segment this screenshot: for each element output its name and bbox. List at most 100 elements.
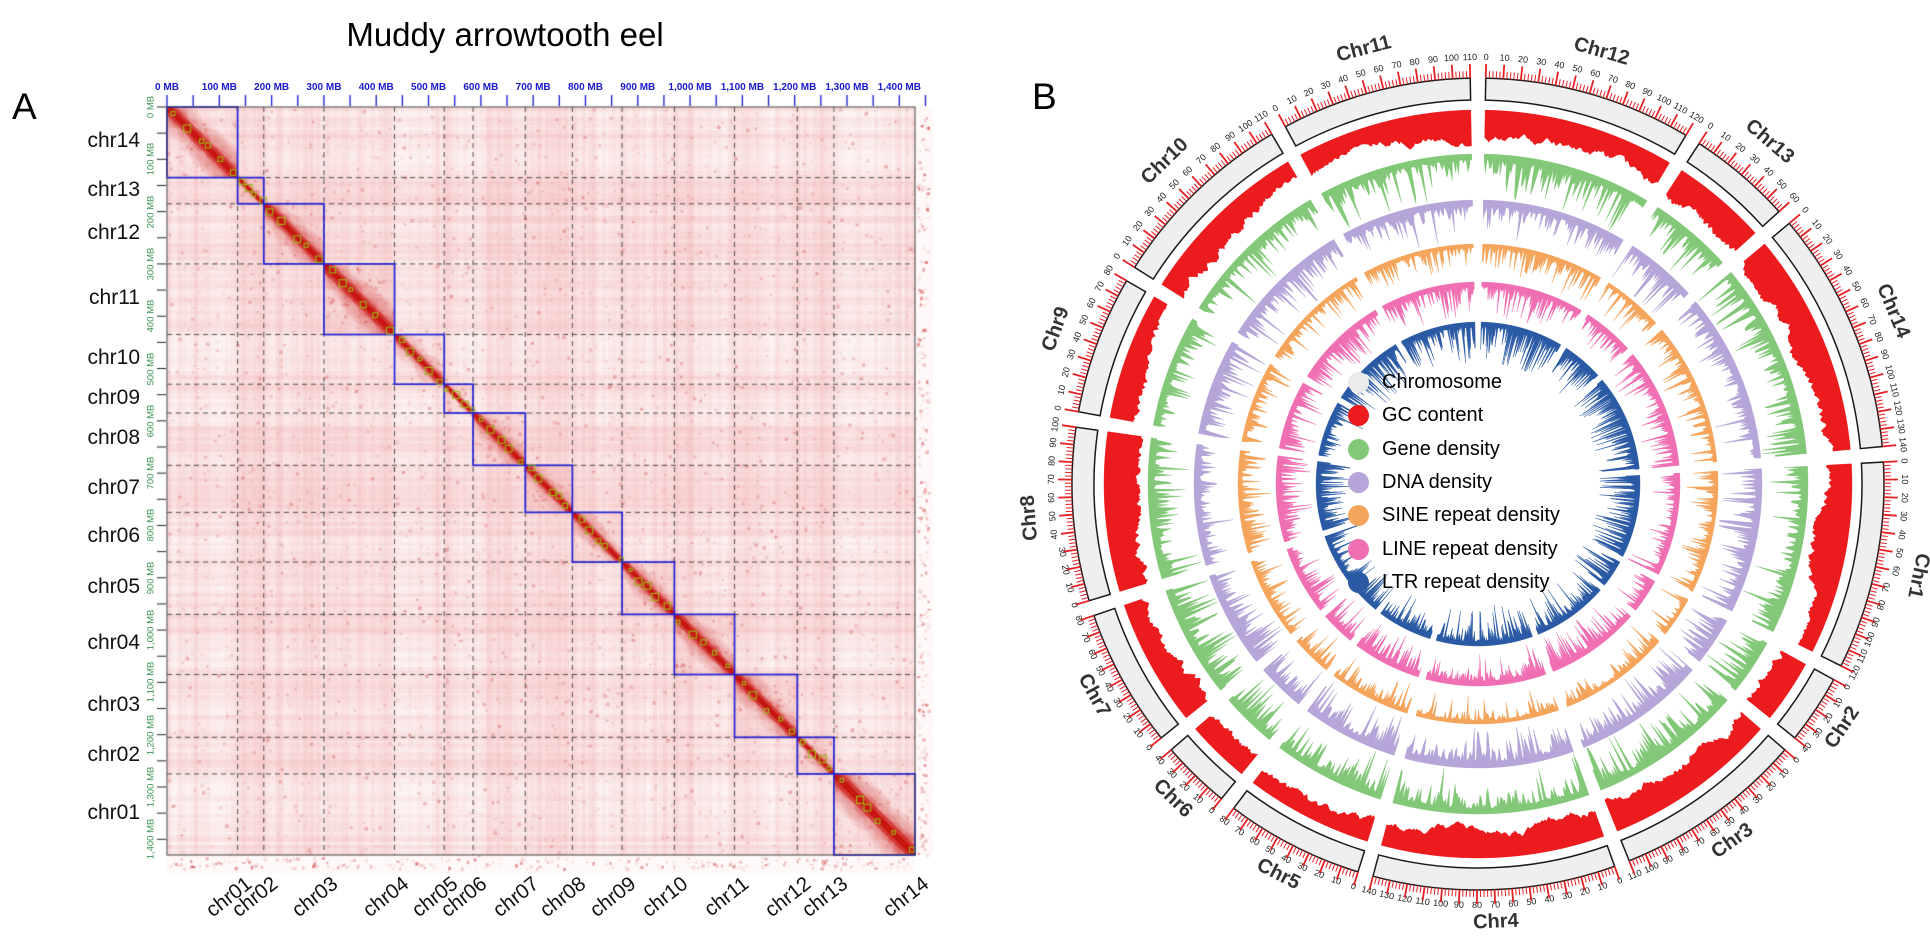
circos-tick-label: 20 — [1060, 366, 1072, 378]
circos-track-2-chr3 — [1579, 647, 1693, 748]
circos-track-2-chr9 — [1198, 341, 1266, 439]
panel-b-label: B — [1032, 76, 1057, 117]
circos-track-3-chr6 — [1296, 628, 1338, 671]
circos-tick-label: 30 — [1111, 696, 1125, 710]
circos-track-5-chr11 — [1400, 321, 1476, 367]
circos-tick-label: 70 — [1233, 824, 1247, 838]
circos-track-1-chr5 — [1279, 726, 1391, 800]
circos-tick-label: 0 — [1791, 755, 1802, 765]
circos-tick-label: 20 — [1302, 85, 1315, 98]
heatmap-row-label: chr08 — [87, 426, 140, 450]
circos-track-4-chr10 — [1306, 309, 1380, 388]
top-axis-tick-label: 800 MB — [567, 82, 603, 93]
circos-tick-label: 0 — [1841, 682, 1852, 691]
circos-tick-label: 0 — [1899, 458, 1909, 464]
circos-tick-label: 10 — [1055, 384, 1067, 396]
circos-track-5-chr13 — [1551, 347, 1599, 394]
circos-major-ticks — [1122, 121, 1273, 269]
top-axis-tick-label: 300 MB — [306, 82, 342, 93]
circos-major-ticks — [1277, 64, 1472, 128]
legend-label: LINE repeat density — [1382, 537, 1558, 560]
circos-chr-name-chr8: Chr8 — [1017, 494, 1042, 541]
circos-track-2-chr11 — [1342, 199, 1473, 250]
circos-tick-label: 30 — [1748, 152, 1762, 166]
circos-tick-label: 100 — [1862, 631, 1877, 649]
circos-minor-ticks — [1374, 867, 1615, 898]
circos-track-4-chr3 — [1544, 607, 1631, 672]
circos-minor-ticks — [1072, 279, 1126, 409]
circos-tick-label: 10 — [1330, 874, 1343, 887]
top-axis-tick-label: 1,200 MB — [773, 82, 817, 93]
circos-track-4-chr7 — [1286, 547, 1340, 611]
left-mb-tick-label: 0 MB — [145, 95, 157, 119]
left-mb-tick-label: 900 MB — [145, 561, 157, 595]
left-mb-tick-label: 200 MB — [145, 195, 157, 228]
circos-tick-label: 10 — [1596, 880, 1609, 893]
legend-item-0: Chromosome — [1348, 366, 1560, 399]
circos-tick-label: 30 — [1898, 511, 1909, 522]
circos-tick-label: 20 — [1313, 867, 1326, 880]
left-mb-tick-label: 300 MB — [145, 247, 157, 281]
circos-track-3-chr7 — [1250, 560, 1306, 635]
circos-tick-label: 70 — [1880, 581, 1892, 593]
heatmap-row-label: chr12 — [87, 220, 140, 244]
circos-tick-label: 30 — [1536, 56, 1547, 67]
circos-track-5-chr14 — [1574, 379, 1640, 472]
circos-tick-label: 30 — [1561, 890, 1573, 902]
circos-tick-label: 90 — [1223, 129, 1237, 143]
panel-a-label: A — [12, 86, 37, 127]
circos-track-3-chr9 — [1241, 363, 1292, 443]
circos-tick-label: 30 — [1831, 248, 1845, 262]
top-axis-tick-label: 500 MB — [411, 82, 447, 93]
circos-tick-label: 100 — [1444, 52, 1460, 63]
circos-track-0-chr10 — [1161, 161, 1298, 299]
heatmap-row-label: chr07 — [87, 475, 140, 499]
circos-tick-label: 100 — [1049, 416, 1061, 432]
circos-tick-label: 0 — [1271, 103, 1280, 114]
circos-tick-label: 80 — [1873, 331, 1886, 344]
circos-tick-label: 70 — [1607, 73, 1620, 86]
circos-tick-label: 60 — [1086, 648, 1099, 661]
left-mb-tick-label: 1,000 MB — [145, 609, 157, 651]
circos-tick-label: 20 — [1579, 885, 1591, 897]
circos-tick-label: 110 — [1415, 895, 1431, 907]
circos-ideogram-chr10 — [1133, 133, 1284, 281]
circos-track-4-chr5 — [1356, 624, 1422, 678]
circos-tick-label: 80 — [1409, 56, 1420, 67]
circos-track-5-chr12 — [1480, 321, 1562, 372]
circos-tick-label: 60 — [1046, 493, 1056, 503]
legend-label: Chromosome — [1382, 371, 1503, 394]
circos-track-1-chr4 — [1392, 753, 1590, 815]
circos-tick-label: 70 — [1046, 474, 1056, 484]
legend-swatch — [1348, 472, 1369, 494]
top-axis-tick-label: 100 MB — [201, 82, 237, 93]
circos-track-4-chr6 — [1325, 598, 1365, 641]
circos-track-1-chr6 — [1228, 679, 1285, 741]
legend-item-1: GC content — [1348, 399, 1560, 432]
circos-tick-label: 20 — [1821, 232, 1835, 246]
heatmap-row-label: chr01 — [87, 801, 140, 825]
circos-track-3-chr14 — [1644, 329, 1718, 463]
circos-tick-label: 100 — [1643, 860, 1661, 875]
circos-major-ticks — [1160, 749, 1223, 811]
circos-track-0-chr9 — [1109, 296, 1168, 423]
circos-tick-label: 50 — [1850, 280, 1864, 294]
top-axis-tick-label: 1,300 MB — [825, 82, 869, 93]
circos-track-3-chr12 — [1482, 243, 1602, 301]
circos-track-3-chr3 — [1564, 625, 1660, 708]
circos-track-2-chr7 — [1209, 570, 1282, 662]
circos-major-ticks — [1698, 131, 1791, 213]
circos-tick-label: 90 — [1661, 853, 1674, 866]
circos-tick-label: 0 — [1800, 205, 1811, 215]
left-mb-tick-label: 700 MB — [145, 456, 157, 490]
top-axis-tick-label: 1,100 MB — [720, 82, 765, 93]
circos-track-5-chr5 — [1380, 595, 1433, 640]
circos-tick-label: 60 — [1372, 63, 1384, 75]
circos-track-0-chr7 — [1123, 598, 1208, 719]
circos-tick-label: 50 — [1571, 63, 1583, 75]
circos-tick-label: 40 — [1048, 529, 1059, 540]
heatmap-row-label: chr05 — [87, 575, 140, 599]
circos-major-ticks — [1840, 460, 1899, 673]
